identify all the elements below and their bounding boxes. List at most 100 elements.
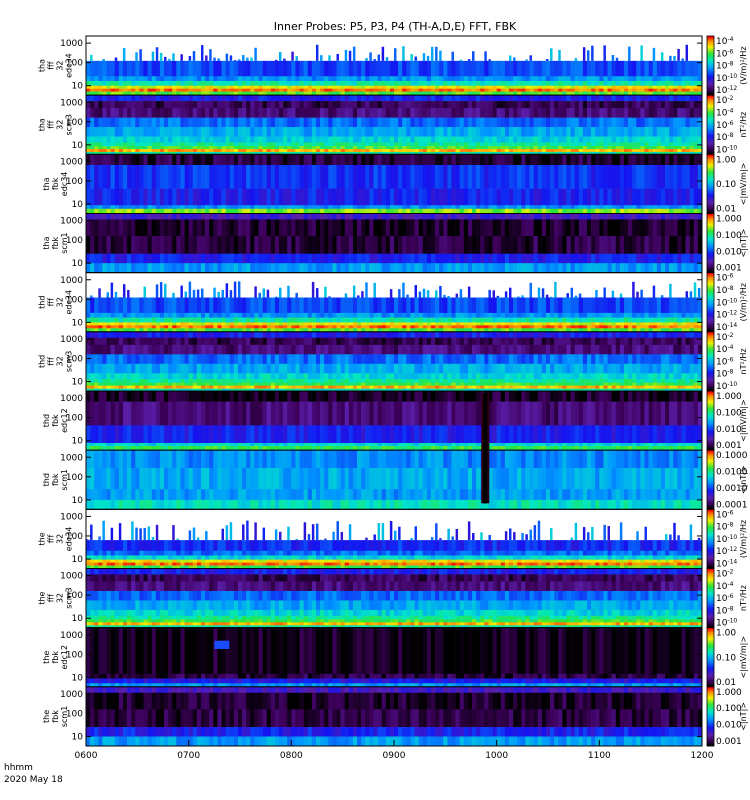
panel-10: 10 100 1000 thefff32scm3 10-210-410-610-8 10-… [38,568,748,629]
x-axis: 0600 0700 0800 0900 1000 1100 1200 [75,740,714,761]
colorbar-tick-label: 0.100 [716,408,742,418]
colorbar-tick-label: 10-10 [716,381,737,392]
colorbar-tick-label: 0.10 [716,180,736,190]
y-tick-label: 100 [66,650,83,660]
panel-label: thefbkedc12 [42,645,69,670]
colorbar-unit: (V/m)²/Hz [739,46,748,84]
y-tick-label: 1000 [60,453,83,463]
y-tick-label: 100 [66,295,83,305]
panel-label: thdfbkscm1 [42,469,69,490]
panel-label: thdfbkedc12 [42,408,69,433]
y-tick-label: 10 [72,82,84,92]
colorbar-tick-label: 10-6 [716,356,734,367]
colorbar-tick-label: 10-12 [716,546,737,557]
y-tick-label: 10 [72,673,84,683]
colorbar-tick-label: 0.0100 [716,468,748,478]
colorbar-tick-label: 10-14 [716,322,737,333]
panels: 101001000thafff32edc3410-410-610-810-101… [38,35,748,747]
panel-label: thafff32scm3 [38,114,74,135]
y-tick-label: 1000 [60,394,83,404]
panel-9: 10 100 1000 thefff32edc34 10-6 10-810-1010-12… [38,508,748,570]
colorbar-tick-label: 10-8 [716,61,734,72]
colorbar-tick-label: 10-12 [716,85,737,96]
wave-burst [214,640,230,649]
y-tick-label: 100 [66,473,83,483]
colorbar-tick-label: 10-14 [716,559,737,570]
y-tick-label: 100 [66,709,83,719]
colorbar-tick-label: 10-2 [716,332,734,343]
panel-11: 10 100 1000 thefbkedc12 1.00 0.10 0.01<|mV/m|> [42,627,748,688]
colorbar-tick-label: 10-8 [716,132,734,143]
colorbar-tick-label: 0.10 [716,653,736,663]
y-tick-label: 100 [66,59,83,69]
y-tick-label: 10 [72,141,84,151]
y-tick-label: 10 [72,318,84,328]
y-tick-label: 10 [72,555,84,565]
y-tick-label: 100 [66,236,83,246]
colorbar-tick-label: 10-4 [716,107,734,118]
panel-1: 10 100 1000 thafff32edc34 10-410-6 10-810-101… [38,35,748,96]
date-label: 2020 May 18 [4,775,63,785]
colorbar-tick-label: 1.00 [716,629,736,639]
panel-label: thefff32edc34 [38,527,74,552]
y-tick-label: 1000 [60,98,83,108]
panel-5: 10 100 1000 thdfff32edc34 10-610-810-10 10-12… [38,272,748,333]
x-tick-label: 1100 [588,751,611,761]
colorbar-tick-label: 0.010 [716,247,742,257]
panel-8: 10 100 1000 thdfbkscm1 0.1000 0.0100 0.0010 0.0… [42,449,748,510]
y-tick-label: 100 [66,177,83,187]
colorbar-tick-label: 0.0010 [716,484,748,494]
colorbar-tick-label: 10-4 [716,344,734,355]
colorbar-tick-label: 10-8 [716,285,734,296]
y-tick-label: 100 [66,354,83,364]
colorbar-tick-label: 10-6 [716,120,734,131]
colorbar-tick-label: 10-10 [716,144,737,155]
y-tick-label: 10 [72,437,84,447]
x-tick-label: 1000 [485,751,508,761]
colorbar-unit: <|mV/m|> [739,163,748,206]
colorbar-tick-label: 0.01 [716,678,736,688]
colorbar-tick-label: 0.01 [716,205,736,215]
y-tick-label: 10 [72,496,84,506]
colorbar-tick-label: 0.010 [716,721,742,731]
colorbar-tick-label: 0.100 [716,231,742,241]
panel-label: thefbkscm1 [42,706,69,727]
colorbar-unit: <|nT|> [739,229,748,258]
colorbar-tick-label: 10-10 [716,534,737,545]
y-tick-label: 10 [72,733,84,743]
colorbar-tick-label: 10-4 [716,36,734,47]
panel-label: thdfff32edc34 [38,290,74,315]
colorbar-tick-label: 10-10 [716,618,737,629]
colorbar-tick-label: 10-8 [716,605,734,616]
colorbar-unit: (V/m)²/Hz [739,520,748,558]
y-tick-label: 1000 [60,690,83,700]
colorbar-tick-label: 1.000 [716,392,742,402]
panel-6: 10 100 1000 thdfff32scm3 10-210-410-6 10-810-… [38,331,748,392]
colorbar-tick-label: 0.0001 [716,500,748,510]
colorbar-tick-label: 0.100 [716,704,742,714]
plot-title: Inner Probes: P5, P3, P4 (TH-A,D,E) FFT,… [274,20,517,33]
x-tick-label: 0800 [280,751,303,761]
x-tick-label: 1200 [691,751,714,761]
colorbar-unit: (V/m)²/Hz [739,283,748,321]
colorbar-tick-label: 10-8 [716,522,734,533]
colorbar-tick-label: 10-8 [716,369,734,380]
colorbar-unit: nT²/Hz [739,348,748,374]
colorbar-tick-label: 10-10 [716,297,737,308]
colorbar-tick-label: 10-2 [716,569,734,580]
panel-label: thdfff32scm3 [38,351,74,372]
colorbar-tick-label: 1.000 [716,688,742,698]
y-tick-label: 100 [66,591,83,601]
colorbar-tick-label: 10-12 [716,310,737,321]
colorbar-tick-label: 10-6 [716,273,734,284]
panel-label: thafff32edc34 [38,53,74,78]
x-tick-label: 0600 [75,751,98,761]
y-tick-label: 1000 [60,39,83,49]
y-tick-label: 10 [72,614,84,624]
panel-label: thefff32scm3 [38,587,74,608]
colorbar-tick-label: 0.010 [716,425,742,435]
y-tick-label: 100 [66,118,83,128]
colorbar-unit: nT²/Hz [739,585,748,611]
colorbar-tick-label: 10-4 [716,581,734,592]
